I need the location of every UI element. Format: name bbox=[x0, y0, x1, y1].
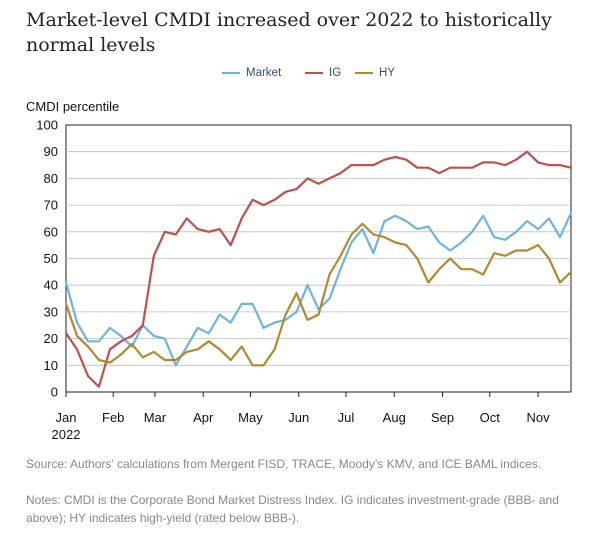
x-tick-label-aug: Aug bbox=[383, 410, 406, 425]
x-tick-label-may: May bbox=[238, 410, 263, 425]
y-tick-label-70: 70 bbox=[44, 198, 58, 213]
y-tick-label-30: 30 bbox=[44, 304, 58, 319]
y-tick-label-50: 50 bbox=[44, 251, 58, 266]
y-tick-label-80: 80 bbox=[44, 171, 58, 186]
x-tick-label-oct: Oct bbox=[480, 410, 501, 425]
x-tick-label-mar: Mar bbox=[144, 410, 167, 425]
notes-text: Notes: CMDI is the Corporate Bond Market… bbox=[26, 493, 559, 525]
y-tick-label-40: 40 bbox=[44, 278, 58, 293]
legend-label-market: Market bbox=[246, 67, 282, 79]
y-tick-label-0: 0 bbox=[51, 385, 58, 400]
chart-title: Market-level CMDI increased over 2022 to… bbox=[26, 9, 552, 56]
x-tick-label-apr: Apr bbox=[193, 410, 214, 425]
legend-swatch-market bbox=[222, 72, 240, 74]
source-note: Source: Authors’ calculations from Merge… bbox=[26, 457, 542, 471]
x-tick-label-jun: Jun bbox=[288, 410, 309, 425]
x-tick-label-feb: Feb bbox=[102, 410, 124, 425]
x-tick-label-jan: Jan bbox=[56, 410, 77, 425]
legend-item-hy: HY bbox=[355, 64, 395, 82]
y-tick-label-100: 100 bbox=[36, 118, 58, 133]
legend-swatch-hy bbox=[355, 72, 373, 74]
series-line-hy bbox=[64, 222, 573, 367]
x-tick-label-sep: Sep bbox=[431, 410, 454, 425]
y-tick-label-20: 20 bbox=[44, 331, 58, 346]
y-tick-label-60: 60 bbox=[44, 224, 58, 239]
y-axis-label: CMDI percentile bbox=[26, 99, 120, 114]
y-tick-label-10: 10 bbox=[44, 358, 58, 373]
legend-swatch-ig bbox=[305, 72, 323, 74]
y-tick-label-90: 90 bbox=[44, 144, 58, 159]
chart-plot: 0 10 20 30 40 50 60 70 80 90 100 Jan 2022 Feb Mar Apr Ma… bbox=[36, 118, 573, 442]
x-tick-label-jul: Jul bbox=[338, 410, 355, 425]
legend-item-market: Market bbox=[222, 64, 281, 82]
series-line-market bbox=[64, 212, 573, 367]
legend-label-ig: IG bbox=[329, 67, 342, 79]
x-tick-label-nov: Nov bbox=[527, 410, 551, 425]
series-line-ig bbox=[64, 150, 573, 388]
x-tick-sublabel-jan: 2022 bbox=[52, 427, 81, 442]
legend-item-ig: IG bbox=[305, 64, 341, 82]
chart-legend: Market IG HY bbox=[0, 64, 591, 82]
legend-label-hy: HY bbox=[379, 67, 395, 79]
